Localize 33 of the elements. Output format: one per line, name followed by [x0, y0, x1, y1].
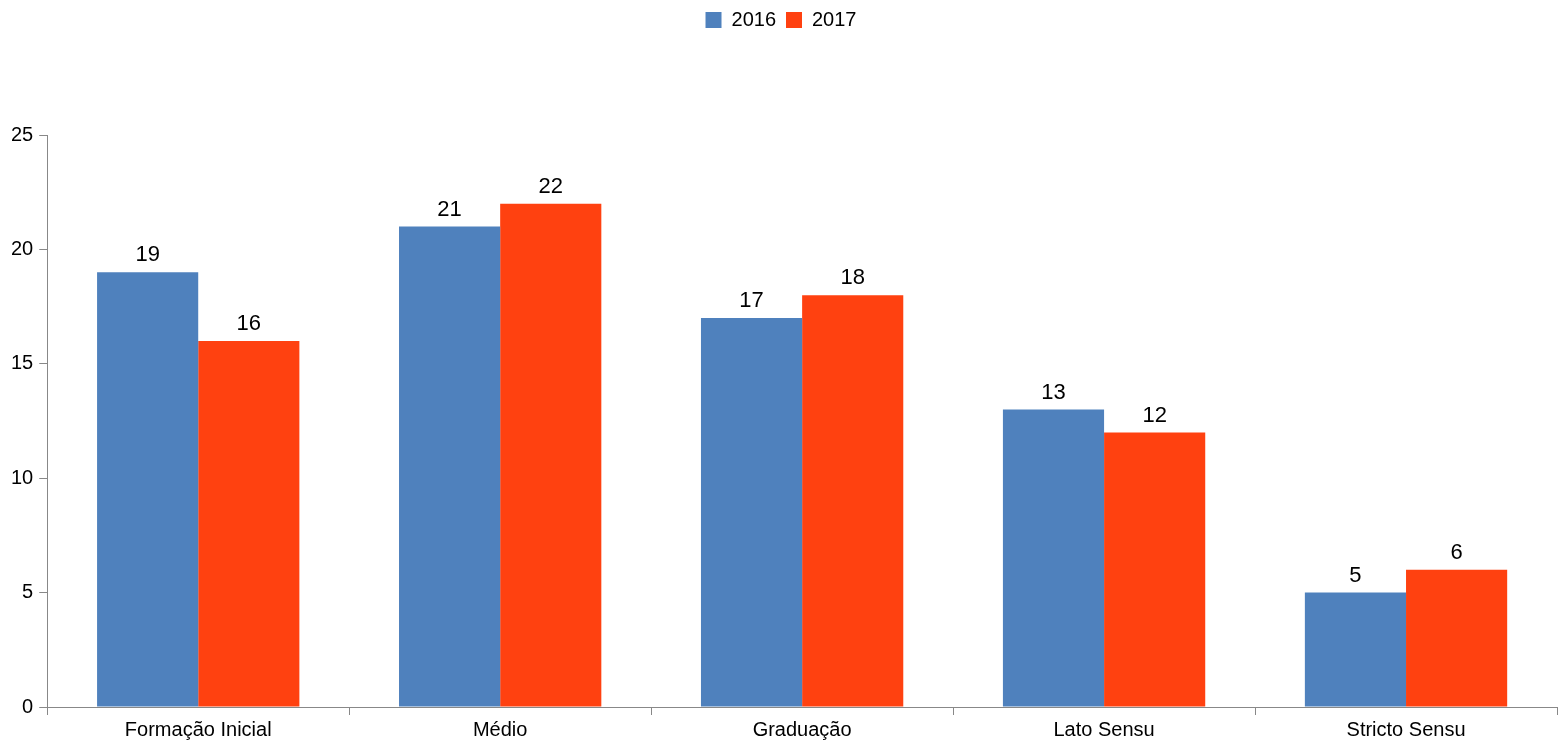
data-label: 19 — [135, 241, 160, 267]
data-label: 17 — [739, 287, 764, 313]
data-label: 12 — [1142, 401, 1167, 427]
data-label: 6 — [1450, 538, 1463, 564]
legend-label: 2016 — [731, 7, 777, 30]
data-label: 21 — [437, 195, 462, 221]
x-tick-label: Graduação — [752, 717, 852, 740]
data-label: 18 — [840, 264, 865, 290]
data-label: 22 — [538, 172, 563, 198]
x-tick-label: Médio — [472, 717, 528, 740]
y-tick-label: 20 — [11, 236, 34, 259]
bar — [700, 318, 803, 707]
x-tick-label: Formação Inicial — [124, 717, 272, 740]
y-tick-label: 25 — [11, 122, 34, 145]
bar — [399, 226, 501, 707]
x-tick-label: Lato Sensu — [1053, 717, 1155, 740]
data-label: 13 — [1041, 378, 1066, 404]
x-tick-label: Stricto Sensu — [1346, 717, 1466, 740]
data-label: 5 — [1349, 561, 1362, 587]
bar — [198, 340, 300, 707]
legend-label: 2017 — [812, 7, 857, 30]
bar — [1304, 592, 1407, 707]
bar — [1104, 432, 1206, 707]
bar — [500, 203, 602, 707]
y-tick-label: 5 — [22, 580, 34, 603]
y-tick-label: 0 — [22, 694, 34, 717]
bar — [1406, 569, 1508, 707]
y-tick-label: 15 — [11, 351, 34, 374]
bar — [97, 272, 199, 707]
y-tick-label: 10 — [11, 465, 34, 488]
bar — [802, 295, 904, 707]
data-label: 16 — [236, 309, 262, 335]
bar — [1002, 409, 1105, 707]
